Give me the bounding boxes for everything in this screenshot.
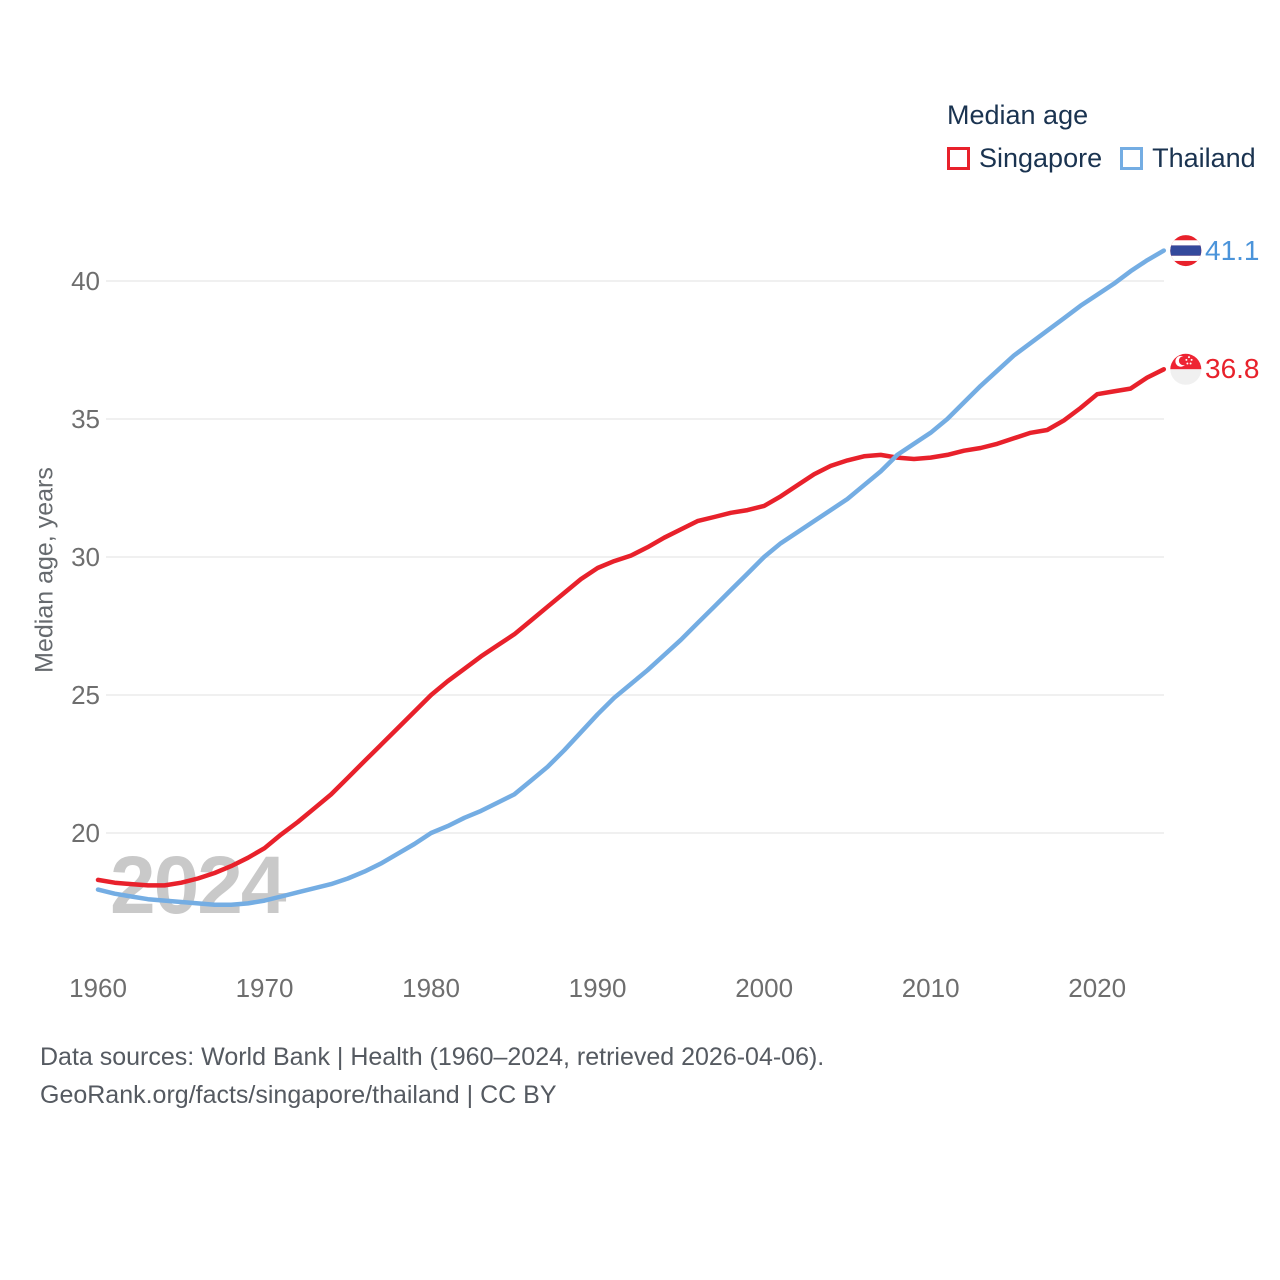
legend-item-label: Singapore [979,143,1103,173]
data-sources-text: Data sources: World Bank | Health (1960–… [40,1043,825,1071]
y-axis-title: Median age, years [30,467,59,673]
series-line-singapore[interactable] [95,367,1167,888]
thailand-swatch-icon [1120,147,1144,170]
singapore-swatch-icon [947,147,970,170]
y-tick-label: 20 [71,818,100,848]
x-tick-label: 1960 [69,973,127,1003]
y-tick-label: 35 [71,404,100,434]
legend-item-label: Thailand [1152,143,1256,173]
x-tick-label: 1970 [235,973,294,1003]
footer: Data sources: World Bank | Health (1960–… [40,1038,824,1114]
legend-item-singapore[interactable]: Singapore [947,143,1102,174]
x-tick-label: 1980 [402,973,460,1003]
singapore-flag-icon [1168,352,1203,387]
legend: Median age Singapore Thailand [947,100,1256,174]
x-tick-label: 2000 [735,973,794,1003]
attribution-text: GeoRank.org/facts/singapore/thailand | C… [40,1081,557,1109]
singapore-end-value: 36.8 [1205,353,1260,385]
x-tick-label: 2020 [1068,973,1127,1003]
y-tick-label: 25 [71,680,100,710]
thailand-flag-icon [1168,233,1203,268]
y-tick-label: 30 [71,542,100,572]
legend-items: Singapore Thailand [947,143,1256,174]
x-tick-label: 2010 [901,973,960,1003]
y-tick-label: 40 [71,266,100,296]
legend-title: Median age [947,100,1089,130]
series-line-thailand[interactable] [95,248,1167,908]
series-lines[interactable] [95,248,1167,908]
gridlines [106,280,1164,834]
x-tick-label: 1990 [568,973,627,1003]
legend-item-thailand[interactable]: Thailand [1120,143,1256,174]
thailand-end-value: 41.1 [1205,234,1260,266]
